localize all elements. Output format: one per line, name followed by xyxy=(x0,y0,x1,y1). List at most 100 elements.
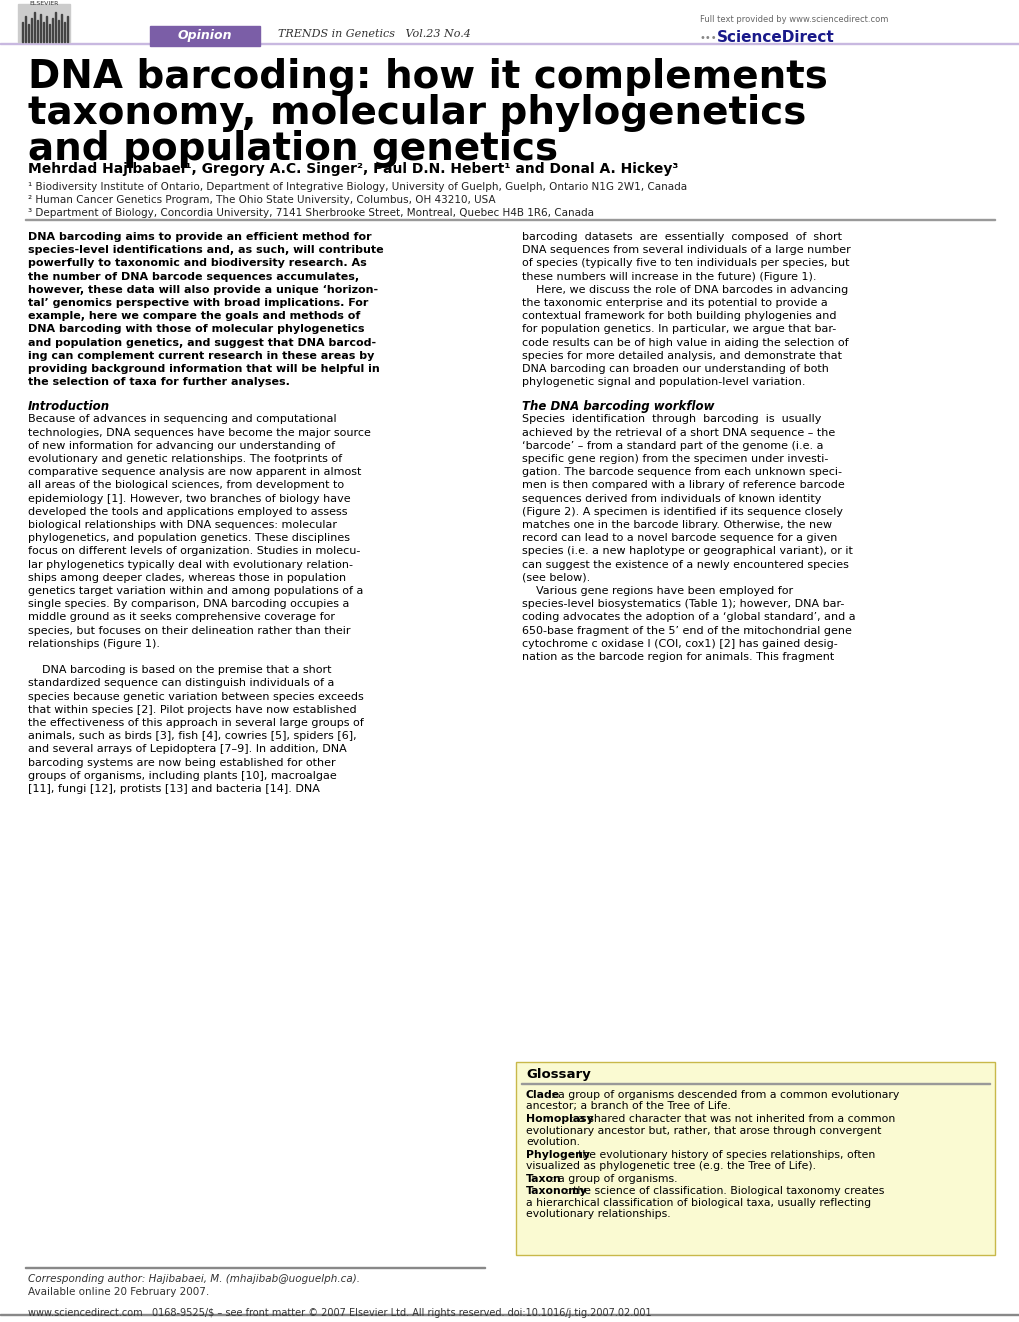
Text: genetics target variation within and among populations of a: genetics target variation within and amo… xyxy=(28,586,363,596)
Text: middle ground as it seeks comprehensive coverage for: middle ground as it seeks comprehensive … xyxy=(28,612,334,623)
Text: coding advocates the adoption of a ‘global standard’, and a: coding advocates the adoption of a ‘glob… xyxy=(522,612,855,623)
Bar xyxy=(61,15,62,42)
Text: www.sciencedirect.com   0168-9525/$ – see front matter © 2007 Elsevier Ltd. All : www.sciencedirect.com 0168-9525/$ – see … xyxy=(28,1307,651,1318)
Text: example, here we compare the goals and methods of: example, here we compare the goals and m… xyxy=(28,311,360,321)
Text: code results can be of high value in aiding the selection of: code results can be of high value in aid… xyxy=(522,337,848,348)
Text: can suggest the existence of a newly encountered species: can suggest the existence of a newly enc… xyxy=(522,559,848,570)
Bar xyxy=(18,4,70,42)
Text: the taxonomic enterprise and its potential to provide a: the taxonomic enterprise and its potenti… xyxy=(522,297,827,308)
Text: groups of organisms, including plants [10], macroalgae: groups of organisms, including plants [1… xyxy=(28,771,336,781)
Text: DNA barcoding aims to provide an efficient method for: DNA barcoding aims to provide an efficie… xyxy=(28,231,371,242)
Text: : the evolutionary history of species relationships, often: : the evolutionary history of species re… xyxy=(571,1150,874,1159)
Text: epidemiology [1]. However, two branches of biology have: epidemiology [1]. However, two branches … xyxy=(28,493,351,504)
Text: these numbers will increase in the future) (Figure 1).: these numbers will increase in the futur… xyxy=(522,271,815,282)
Bar xyxy=(67,16,68,42)
Bar xyxy=(22,22,23,42)
Text: Taxonomy: Taxonomy xyxy=(526,1186,587,1196)
Bar xyxy=(25,16,26,42)
Text: species-level biosystematics (Table 1); however, DNA bar-: species-level biosystematics (Table 1); … xyxy=(522,599,844,609)
Text: phylogenetics, and population genetics. These disciplines: phylogenetics, and population genetics. … xyxy=(28,533,350,543)
Text: species because genetic variation between species exceeds: species because genetic variation betwee… xyxy=(28,691,364,702)
Text: nation as the barcode region for animals. This fragment: nation as the barcode region for animals… xyxy=(522,652,834,662)
Text: the effectiveness of this approach in several large groups of: the effectiveness of this approach in se… xyxy=(28,718,364,728)
Text: Opinion: Opinion xyxy=(177,29,232,42)
Text: visualized as phylogenetic tree (e.g. the Tree of Life).: visualized as phylogenetic tree (e.g. th… xyxy=(526,1161,815,1171)
Text: Here, we discuss the role of DNA barcodes in advancing: Here, we discuss the role of DNA barcode… xyxy=(522,284,848,295)
Bar xyxy=(55,12,56,42)
Text: contextual framework for both building phylogenies and: contextual framework for both building p… xyxy=(522,311,836,321)
Text: of species (typically five to ten individuals per species, but: of species (typically five to ten indivi… xyxy=(522,258,849,268)
Text: [11], fungi [12], protists [13] and bacteria [14]. DNA: [11], fungi [12], protists [13] and bact… xyxy=(28,784,320,795)
Bar xyxy=(40,15,42,42)
Text: ships among deeper clades, whereas those in population: ships among deeper clades, whereas those… xyxy=(28,572,345,583)
Text: evolutionary ancestor but, rather, that arose through convergent: evolutionary ancestor but, rather, that … xyxy=(526,1125,880,1136)
Text: Corresponding author: Hajibabaei, M. (mhajibab@uoguelph.ca).: Corresponding author: Hajibabaei, M. (mh… xyxy=(28,1274,360,1284)
Text: •••: ••• xyxy=(699,33,717,44)
Text: sequences derived from individuals of known identity: sequences derived from individuals of kn… xyxy=(522,493,820,504)
Bar xyxy=(43,22,45,42)
Text: DNA barcoding can broaden our understanding of both: DNA barcoding can broaden our understand… xyxy=(522,364,828,374)
Bar xyxy=(64,22,65,42)
Text: single species. By comparison, DNA barcoding occupies a: single species. By comparison, DNA barco… xyxy=(28,599,350,609)
Text: of new information for advancing our understanding of: of new information for advancing our und… xyxy=(28,440,335,451)
Text: barcoding  datasets  are  essentially  composed  of  short: barcoding datasets are essentially compo… xyxy=(522,231,841,242)
Text: species for more detailed analysis, and demonstrate that: species for more detailed analysis, and … xyxy=(522,350,841,361)
Text: Introduction: Introduction xyxy=(28,401,110,414)
Text: Phylogeny: Phylogeny xyxy=(526,1150,589,1159)
Text: species (i.e. a new haplotype or geographical variant), or it: species (i.e. a new haplotype or geograp… xyxy=(522,546,852,557)
Bar xyxy=(150,26,260,46)
Bar xyxy=(37,20,39,42)
Text: Taxon: Taxon xyxy=(526,1174,561,1183)
Text: providing background information that will be helpful in: providing background information that wi… xyxy=(28,364,379,374)
Text: DNA barcoding is based on the premise that a short: DNA barcoding is based on the premise th… xyxy=(28,665,331,676)
Bar xyxy=(49,24,51,42)
Text: ing can complement current research in these areas by: ing can complement current research in t… xyxy=(28,350,374,361)
Text: Mehrdad Hajibabaei¹, Gregory A.C. Singer², Paul D.N. Hebert¹ and Donal A. Hickey: Mehrdad Hajibabaei¹, Gregory A.C. Singer… xyxy=(28,163,678,176)
Bar xyxy=(516,1062,994,1255)
Text: Homoplasy: Homoplasy xyxy=(526,1114,593,1124)
Text: specific gene region) from the specimen under investi-: specific gene region) from the specimen … xyxy=(522,453,827,464)
Text: all areas of the biological sciences, from development to: all areas of the biological sciences, fr… xyxy=(28,480,343,490)
Text: species-level identifications and, as such, will contribute: species-level identifications and, as su… xyxy=(28,245,383,255)
Text: DNA barcoding with those of molecular phylogenetics: DNA barcoding with those of molecular ph… xyxy=(28,324,364,334)
Text: barcoding systems are now being established for other: barcoding systems are now being establis… xyxy=(28,758,335,768)
Text: relationships (Figure 1).: relationships (Figure 1). xyxy=(28,639,160,649)
Text: phylogenetic signal and population-level variation.: phylogenetic signal and population-level… xyxy=(522,377,805,387)
Text: animals, such as birds [3], fish [4], cowries [5], spiders [6],: animals, such as birds [3], fish [4], co… xyxy=(28,731,357,742)
Text: Glossary: Glossary xyxy=(526,1068,590,1081)
Text: DNA barcoding: how it complements: DNA barcoding: how it complements xyxy=(28,58,827,97)
Text: Various gene regions have been employed for: Various gene regions have been employed … xyxy=(522,586,793,596)
Text: and population genetics, and suggest that DNA barcod-: and population genetics, and suggest tha… xyxy=(28,337,376,348)
Text: evolutionary and genetic relationships. The footprints of: evolutionary and genetic relationships. … xyxy=(28,453,341,464)
Text: taxonomy, molecular phylogenetics: taxonomy, molecular phylogenetics xyxy=(28,94,806,132)
Text: Full text provided by www.sciencedirect.com: Full text provided by www.sciencedirect.… xyxy=(699,16,888,25)
Text: however, these data will also provide a unique ‘horizon-: however, these data will also provide a … xyxy=(28,284,378,295)
Bar xyxy=(0,42,1019,44)
Bar xyxy=(46,16,48,42)
Text: evolution.: evolution. xyxy=(526,1137,580,1147)
Text: ‘barcode’ – from a standard part of the genome (i.e. a: ‘barcode’ – from a standard part of the … xyxy=(522,440,822,451)
Text: : a group of organisms descended from a common evolutionary: : a group of organisms descended from a … xyxy=(550,1091,899,1100)
Text: that within species [2]. Pilot projects have now established: that within species [2]. Pilot projects … xyxy=(28,705,357,715)
Text: cytochrome c oxidase I (COI, cox1) [2] has gained desig-: cytochrome c oxidase I (COI, cox1) [2] h… xyxy=(522,639,837,649)
Text: TRENDS in Genetics   Vol.23 No.4: TRENDS in Genetics Vol.23 No.4 xyxy=(278,29,471,40)
Text: ³ Department of Biology, Concordia University, 7141 Sherbrooke Street, Montreal,: ³ Department of Biology, Concordia Unive… xyxy=(28,208,593,218)
Text: The DNA barcoding workflow: The DNA barcoding workflow xyxy=(522,401,713,414)
Text: (see below).: (see below). xyxy=(522,572,590,583)
Text: matches one in the barcode library. Otherwise, the new: matches one in the barcode library. Othe… xyxy=(522,520,832,530)
Bar xyxy=(58,20,59,42)
Bar xyxy=(52,19,53,42)
Text: gation. The barcode sequence from each unknown speci-: gation. The barcode sequence from each u… xyxy=(522,467,841,477)
Text: biological relationships with DNA sequences: molecular: biological relationships with DNA sequen… xyxy=(28,520,336,530)
Text: a hierarchical classification of biological taxa, usually reflecting: a hierarchical classification of biologi… xyxy=(526,1198,870,1207)
Text: record can lead to a novel barcode sequence for a given: record can lead to a novel barcode seque… xyxy=(522,533,837,543)
Text: : a group of organisms.: : a group of organisms. xyxy=(550,1174,677,1183)
Text: ancestor; a branch of the Tree of Life.: ancestor; a branch of the Tree of Life. xyxy=(526,1101,731,1112)
Text: focus on different levels of organization. Studies in molecu-: focus on different levels of organizatio… xyxy=(28,546,360,557)
Text: the selection of taxa for further analyses.: the selection of taxa for further analys… xyxy=(28,377,289,387)
Text: ELSEVIER: ELSEVIER xyxy=(30,1,59,7)
Text: Species  identification  through  barcoding  is  usually: Species identification through barcoding… xyxy=(522,414,820,424)
Text: and several arrays of Lepidoptera [7–9]. In addition, DNA: and several arrays of Lepidoptera [7–9].… xyxy=(28,744,346,755)
Text: Clade: Clade xyxy=(526,1091,559,1100)
Bar xyxy=(34,12,36,42)
